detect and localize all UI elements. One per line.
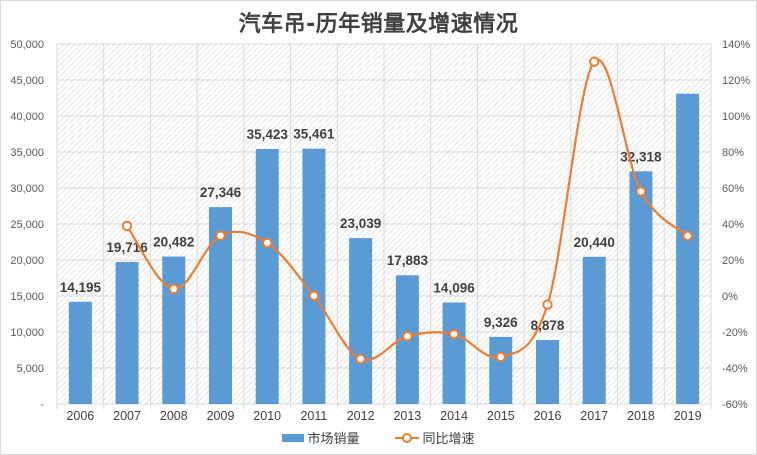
x-tick-label: 2006 bbox=[66, 409, 94, 423]
x-axis: 2006 2007 2008 2009 2010 2011 2012 2013 2014 2015… bbox=[66, 409, 701, 423]
right-y-tick: -20% bbox=[722, 327, 748, 339]
bar-data-label: 27,346 bbox=[200, 185, 242, 200]
bar-swatch-icon bbox=[282, 433, 305, 442]
bar-2012 bbox=[349, 238, 373, 404]
line-marker-swatch-icon bbox=[394, 432, 419, 443]
bar-2014 bbox=[442, 302, 466, 404]
bar-2011 bbox=[302, 148, 326, 404]
right-y-tick: 100% bbox=[722, 111, 750, 123]
growth-point bbox=[682, 230, 693, 242]
left-y-tick: 45,000 bbox=[10, 75, 44, 87]
chart-title: 汽车吊-历年销量及增速情况 bbox=[238, 12, 519, 37]
right-y-tick: -60% bbox=[722, 399, 748, 411]
right-y-tick: 20% bbox=[722, 255, 744, 267]
left-y-tick: 10,000 bbox=[10, 327, 44, 339]
x-tick-label: 2013 bbox=[393, 409, 421, 423]
right-y-tick: 0% bbox=[722, 291, 738, 303]
growth-point bbox=[355, 353, 366, 365]
x-tick-label: 2012 bbox=[347, 409, 375, 423]
left-y-tick: 20,000 bbox=[10, 255, 44, 267]
x-tick-label: 2018 bbox=[627, 409, 655, 423]
legend-label-growth: 同比增速 bbox=[422, 432, 475, 447]
bar-data-label: 9,326 bbox=[484, 315, 518, 330]
bar-2010 bbox=[255, 148, 279, 404]
growth-point bbox=[495, 351, 506, 363]
right-y-tick: 40% bbox=[722, 219, 744, 231]
bar-2008 bbox=[162, 256, 186, 404]
growth-point bbox=[121, 220, 133, 232]
right-y-tick: 80% bbox=[722, 147, 744, 159]
right-y-axis: -60% -40% -20% 0% 20% 40% 60% 80% 100% 120% 140% bbox=[722, 39, 750, 411]
bar-2006 bbox=[68, 301, 92, 404]
left-y-tick: 5,000 bbox=[16, 363, 44, 375]
x-tick-label: 2014 bbox=[440, 409, 468, 423]
bar-data-label: 20,482 bbox=[153, 235, 194, 250]
bar-2017 bbox=[582, 256, 606, 404]
growth-point bbox=[542, 299, 553, 310]
bar-data-label: 8,878 bbox=[531, 318, 565, 333]
legend-label-sales: 市场销量 bbox=[307, 432, 360, 447]
growth-line-series bbox=[121, 56, 693, 365]
x-tick-label: 2009 bbox=[207, 409, 235, 423]
left-y-tick: 40,000 bbox=[10, 111, 44, 123]
bar-data-label: 20,440 bbox=[574, 235, 615, 250]
bar-2015 bbox=[489, 336, 513, 404]
bar-data-label: 14,195 bbox=[60, 280, 102, 295]
right-y-tick: 120% bbox=[722, 75, 750, 87]
growth-point bbox=[589, 56, 600, 67]
bar-data-label: 17,883 bbox=[387, 253, 429, 268]
bar-data-label: 32,318 bbox=[620, 149, 662, 164]
right-y-tick: 60% bbox=[722, 183, 744, 195]
growth-point bbox=[635, 186, 647, 197]
x-tick-label: 2010 bbox=[253, 409, 281, 423]
x-tick-label: 2008 bbox=[160, 409, 188, 423]
left-y-axis: - 5,000 10,000 15,000 20,000 25,000 30,000 35,0… bbox=[10, 39, 44, 411]
left-y-tick: - bbox=[40, 399, 44, 411]
bar-data-label: 14,096 bbox=[433, 281, 475, 296]
growth-point bbox=[402, 331, 413, 342]
x-tick-label: 2016 bbox=[534, 409, 562, 423]
growth-point bbox=[448, 328, 460, 340]
left-y-tick: 30,000 bbox=[10, 183, 44, 195]
x-tick-label: 2011 bbox=[300, 409, 327, 423]
bar-2019 bbox=[676, 93, 700, 405]
x-tick-label: 2007 bbox=[113, 409, 141, 423]
legend-item-growth: 同比增速 bbox=[394, 428, 475, 447]
bar-2007 bbox=[115, 262, 139, 404]
bar-data-label: 35,423 bbox=[247, 127, 289, 142]
bar-2016 bbox=[536, 340, 559, 404]
bar-series bbox=[68, 93, 700, 405]
x-tick-label: 2019 bbox=[674, 409, 702, 423]
left-y-tick: 15,000 bbox=[10, 291, 44, 303]
growth-point bbox=[215, 230, 226, 241]
growth-point bbox=[262, 237, 273, 249]
bar-2018 bbox=[629, 171, 653, 404]
bar-data-label: 23,039 bbox=[340, 216, 381, 231]
bar-2009 bbox=[209, 207, 232, 404]
legend: 市场销量 同比增速 bbox=[0, 428, 757, 447]
growth-point bbox=[308, 290, 320, 302]
left-y-tick: 25,000 bbox=[10, 219, 44, 231]
legend-item-sales: 市场销量 bbox=[282, 428, 360, 447]
x-tick-label: 2015 bbox=[487, 409, 515, 423]
bar-data-label: 35,461 bbox=[293, 127, 335, 142]
x-tick-label: 2017 bbox=[580, 409, 608, 423]
growth-point bbox=[168, 283, 179, 295]
right-y-tick: -40% bbox=[722, 363, 748, 375]
right-y-tick: 140% bbox=[722, 39, 750, 51]
left-y-tick: 50,000 bbox=[10, 39, 44, 51]
left-y-tick: 35,000 bbox=[10, 147, 44, 159]
